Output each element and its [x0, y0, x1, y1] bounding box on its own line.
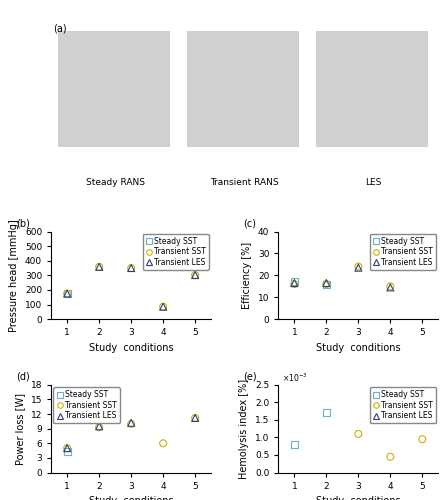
- Point: [128, 264, 135, 272]
- Legend: Steady SST, Transient SST, Transient LES: Steady SST, Transient SST, Transient LES: [53, 387, 120, 424]
- Point: [96, 263, 103, 271]
- Point: [291, 278, 298, 286]
- Point: [128, 420, 135, 428]
- Y-axis label: Pressure head [mmHg]: Pressure head [mmHg]: [9, 219, 19, 332]
- Point: [323, 280, 330, 288]
- Point: [64, 448, 71, 456]
- Point: [192, 271, 199, 279]
- Bar: [58, 31, 170, 148]
- Point: [192, 414, 199, 422]
- Point: [355, 264, 362, 272]
- X-axis label: Study  conditions: Study conditions: [316, 496, 400, 500]
- Point: [291, 440, 298, 448]
- Point: [160, 303, 167, 311]
- Point: [64, 290, 71, 298]
- Point: [128, 419, 135, 427]
- Bar: [316, 31, 428, 148]
- Point: [192, 271, 199, 279]
- Legend: Steady SST, Transient SST, Transient LES: Steady SST, Transient SST, Transient LES: [370, 387, 436, 424]
- Point: [419, 260, 426, 268]
- Point: [96, 422, 103, 430]
- Point: [387, 452, 394, 460]
- Point: [192, 414, 199, 422]
- Text: (c): (c): [243, 218, 256, 228]
- X-axis label: Study  conditions: Study conditions: [89, 343, 174, 353]
- Point: [323, 279, 330, 287]
- Text: (b): (b): [16, 218, 30, 228]
- Text: Transient RANS: Transient RANS: [210, 178, 279, 187]
- Legend: Steady SST, Transient SST, Transient LES: Steady SST, Transient SST, Transient LES: [142, 234, 209, 270]
- Point: [64, 444, 71, 452]
- Text: LES: LES: [366, 178, 382, 187]
- Point: [387, 282, 394, 290]
- Text: (e): (e): [243, 372, 257, 382]
- Point: [419, 435, 426, 443]
- Point: [64, 290, 71, 298]
- Point: [96, 263, 103, 271]
- Point: [160, 303, 167, 311]
- Point: [291, 279, 298, 287]
- Point: [419, 262, 426, 270]
- Point: [128, 264, 135, 272]
- Point: [96, 423, 103, 431]
- Legend: Steady SST, Transient SST, Transient LES: Steady SST, Transient SST, Transient LES: [370, 234, 436, 270]
- X-axis label: Study  conditions: Study conditions: [89, 496, 174, 500]
- Point: [355, 262, 362, 270]
- Point: [387, 284, 394, 292]
- Point: [291, 280, 298, 288]
- Point: [64, 290, 71, 298]
- Text: $\times10^{-3}$: $\times10^{-3}$: [282, 372, 307, 384]
- Y-axis label: Power loss [W]: Power loss [W]: [15, 392, 25, 464]
- Point: [323, 409, 330, 417]
- Text: Steady RANS: Steady RANS: [86, 178, 145, 187]
- Point: [160, 440, 167, 448]
- Point: [355, 430, 362, 438]
- Point: [323, 280, 330, 288]
- Bar: [187, 31, 299, 148]
- Text: (a): (a): [53, 23, 67, 33]
- Text: (d): (d): [16, 372, 30, 382]
- X-axis label: Study  conditions: Study conditions: [316, 343, 400, 353]
- Y-axis label: Efficiency [%]: Efficiency [%]: [242, 242, 252, 309]
- Y-axis label: Hemolysis index [%]: Hemolysis index [%]: [239, 378, 249, 479]
- Point: [64, 444, 71, 452]
